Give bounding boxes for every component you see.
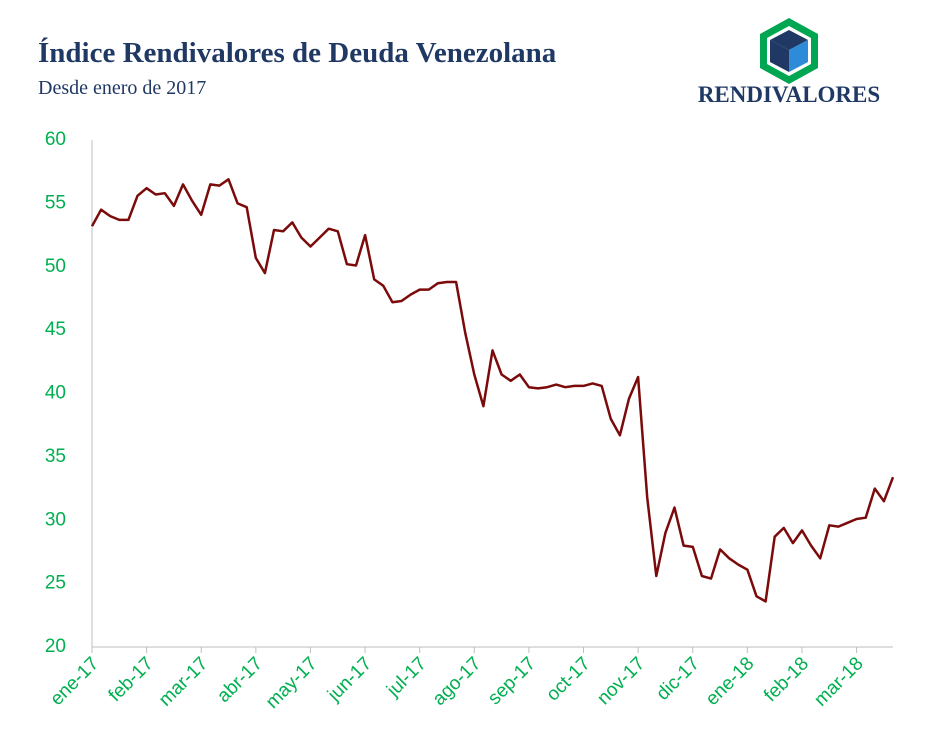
x-tick-label: feb-17 bbox=[105, 653, 158, 706]
x-tick-label: feb-18 bbox=[760, 653, 813, 706]
y-tick-label: 30 bbox=[45, 509, 66, 530]
chart-subtitle: Desde enero de 2017 bbox=[38, 77, 206, 99]
x-tick-label: jul-17 bbox=[382, 653, 430, 701]
x-tick-label: oct-17 bbox=[542, 653, 594, 705]
x-tick-label: ene-17 bbox=[46, 653, 103, 710]
x-tick-label: mar-18 bbox=[810, 653, 867, 710]
y-tick-label: 50 bbox=[45, 256, 66, 277]
y-tick-label: 55 bbox=[45, 192, 66, 213]
x-tick-label: ene-18 bbox=[702, 653, 759, 710]
y-tick-label: 35 bbox=[45, 446, 66, 467]
line bbox=[90, 178, 895, 603]
x-tick-label: may-17 bbox=[262, 653, 322, 713]
x-tick-label: jun-17 bbox=[323, 653, 376, 706]
logo bbox=[760, 18, 818, 84]
y-tick-label: 60 bbox=[45, 129, 66, 150]
y-tick-label: 25 bbox=[45, 573, 66, 594]
brand: RENDIVALORES bbox=[698, 82, 880, 107]
x-tick-label: abr-17 bbox=[213, 653, 267, 707]
y-tick-label: 40 bbox=[45, 383, 66, 404]
x-tick-label: nov-17 bbox=[593, 653, 649, 709]
y-tick-label: 45 bbox=[45, 319, 66, 340]
y-tick-label: 20 bbox=[45, 636, 66, 657]
x-tick-label: ago-17 bbox=[429, 653, 486, 710]
x-tick-label: mar-17 bbox=[155, 653, 212, 710]
x-tick-label: dic-17 bbox=[652, 653, 703, 704]
x-tick-label: sep-17 bbox=[484, 653, 540, 709]
chart-title: Índice Rendivalores de Deuda Venezolana bbox=[38, 36, 557, 69]
